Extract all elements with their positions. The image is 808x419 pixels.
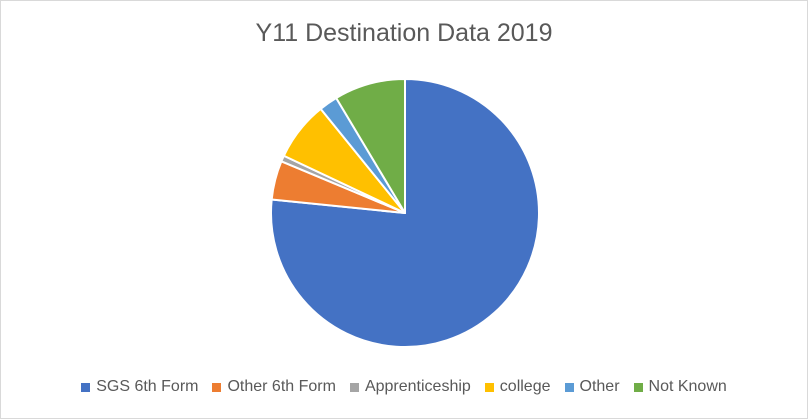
legend-swatch xyxy=(81,382,91,392)
legend-item: SGS 6th Form xyxy=(81,378,198,396)
legend-item: Not Known xyxy=(633,378,727,396)
chart-title: Y11 Destination Data 2019 xyxy=(255,19,553,47)
legend-item: Apprenticeship xyxy=(349,378,471,396)
legend-item: college xyxy=(484,378,551,396)
chart-legend: SGS 6th Form Other 6th Form Apprenticeship… xyxy=(1,378,807,396)
pie-slice-not-known xyxy=(335,78,406,214)
legend-swatch xyxy=(349,382,359,392)
legend-swatch xyxy=(484,382,494,392)
legend-swatch xyxy=(564,382,574,392)
legend-item: Other xyxy=(564,378,620,396)
legend-label: Other 6th Form xyxy=(227,378,336,395)
legend-item: Other 6th Form xyxy=(212,378,336,396)
legend-label: Other xyxy=(579,378,620,395)
legend-swatch xyxy=(212,382,222,392)
legend-label: Apprenticeship xyxy=(364,378,471,395)
legend-label: SGS 6th Form xyxy=(96,378,199,395)
legend-swatch xyxy=(633,382,643,392)
legend-label: Not Known xyxy=(648,378,727,395)
legend-label: college xyxy=(499,378,551,395)
